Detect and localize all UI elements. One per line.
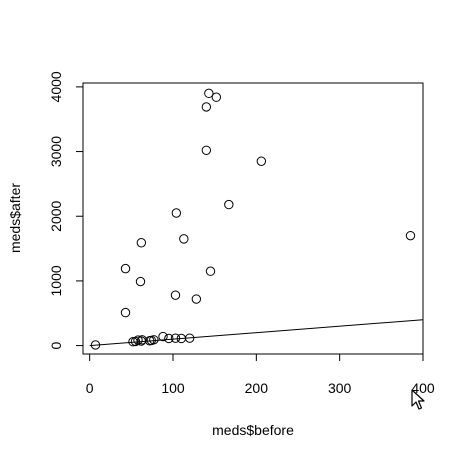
data-point [179, 234, 189, 244]
y-axis: 0 1000 2000 3000 4000 [48, 71, 84, 349]
y-tick-label: 4000 [48, 71, 64, 102]
data-point [224, 199, 234, 210]
y-tick-label: 0 [48, 341, 64, 349]
data-point [201, 102, 212, 112]
x-tick-label: 100 [161, 380, 185, 396]
y-tick-label: 3000 [48, 136, 64, 167]
y-tick-label: 2000 [48, 200, 64, 231]
data-point [256, 156, 267, 166]
data-point [130, 336, 141, 347]
plot-frame [82, 82, 424, 355]
data-points [90, 88, 416, 350]
data-point [120, 307, 131, 318]
data-point [164, 333, 174, 344]
y-axis-label: meds$after [7, 183, 23, 253]
y-tick-label: 1000 [48, 265, 64, 296]
x-tick-label: 300 [328, 380, 352, 396]
data-point [149, 335, 159, 345]
data-point [137, 335, 147, 345]
mouse-pointer-icon [411, 389, 425, 410]
x-axis: 0 100 200 300 400 [86, 353, 435, 396]
data-point [136, 238, 147, 248]
x-tick-label: 400 [411, 380, 435, 396]
x-tick-label: 0 [86, 380, 94, 396]
data-point [170, 290, 181, 300]
data-point [191, 294, 202, 304]
x-axis-label: meds$before [212, 422, 294, 438]
x-tick-label: 200 [245, 380, 269, 396]
data-point [170, 333, 181, 343]
data-point [120, 263, 131, 274]
data-point [201, 145, 212, 155]
data-point [158, 331, 168, 342]
data-point [211, 92, 222, 102]
data-point [135, 276, 146, 287]
data-point [205, 266, 216, 276]
data-point [184, 333, 195, 343]
data-point [204, 88, 214, 99]
data-point [405, 230, 416, 241]
data-point [171, 208, 182, 218]
data-point [90, 340, 101, 350]
